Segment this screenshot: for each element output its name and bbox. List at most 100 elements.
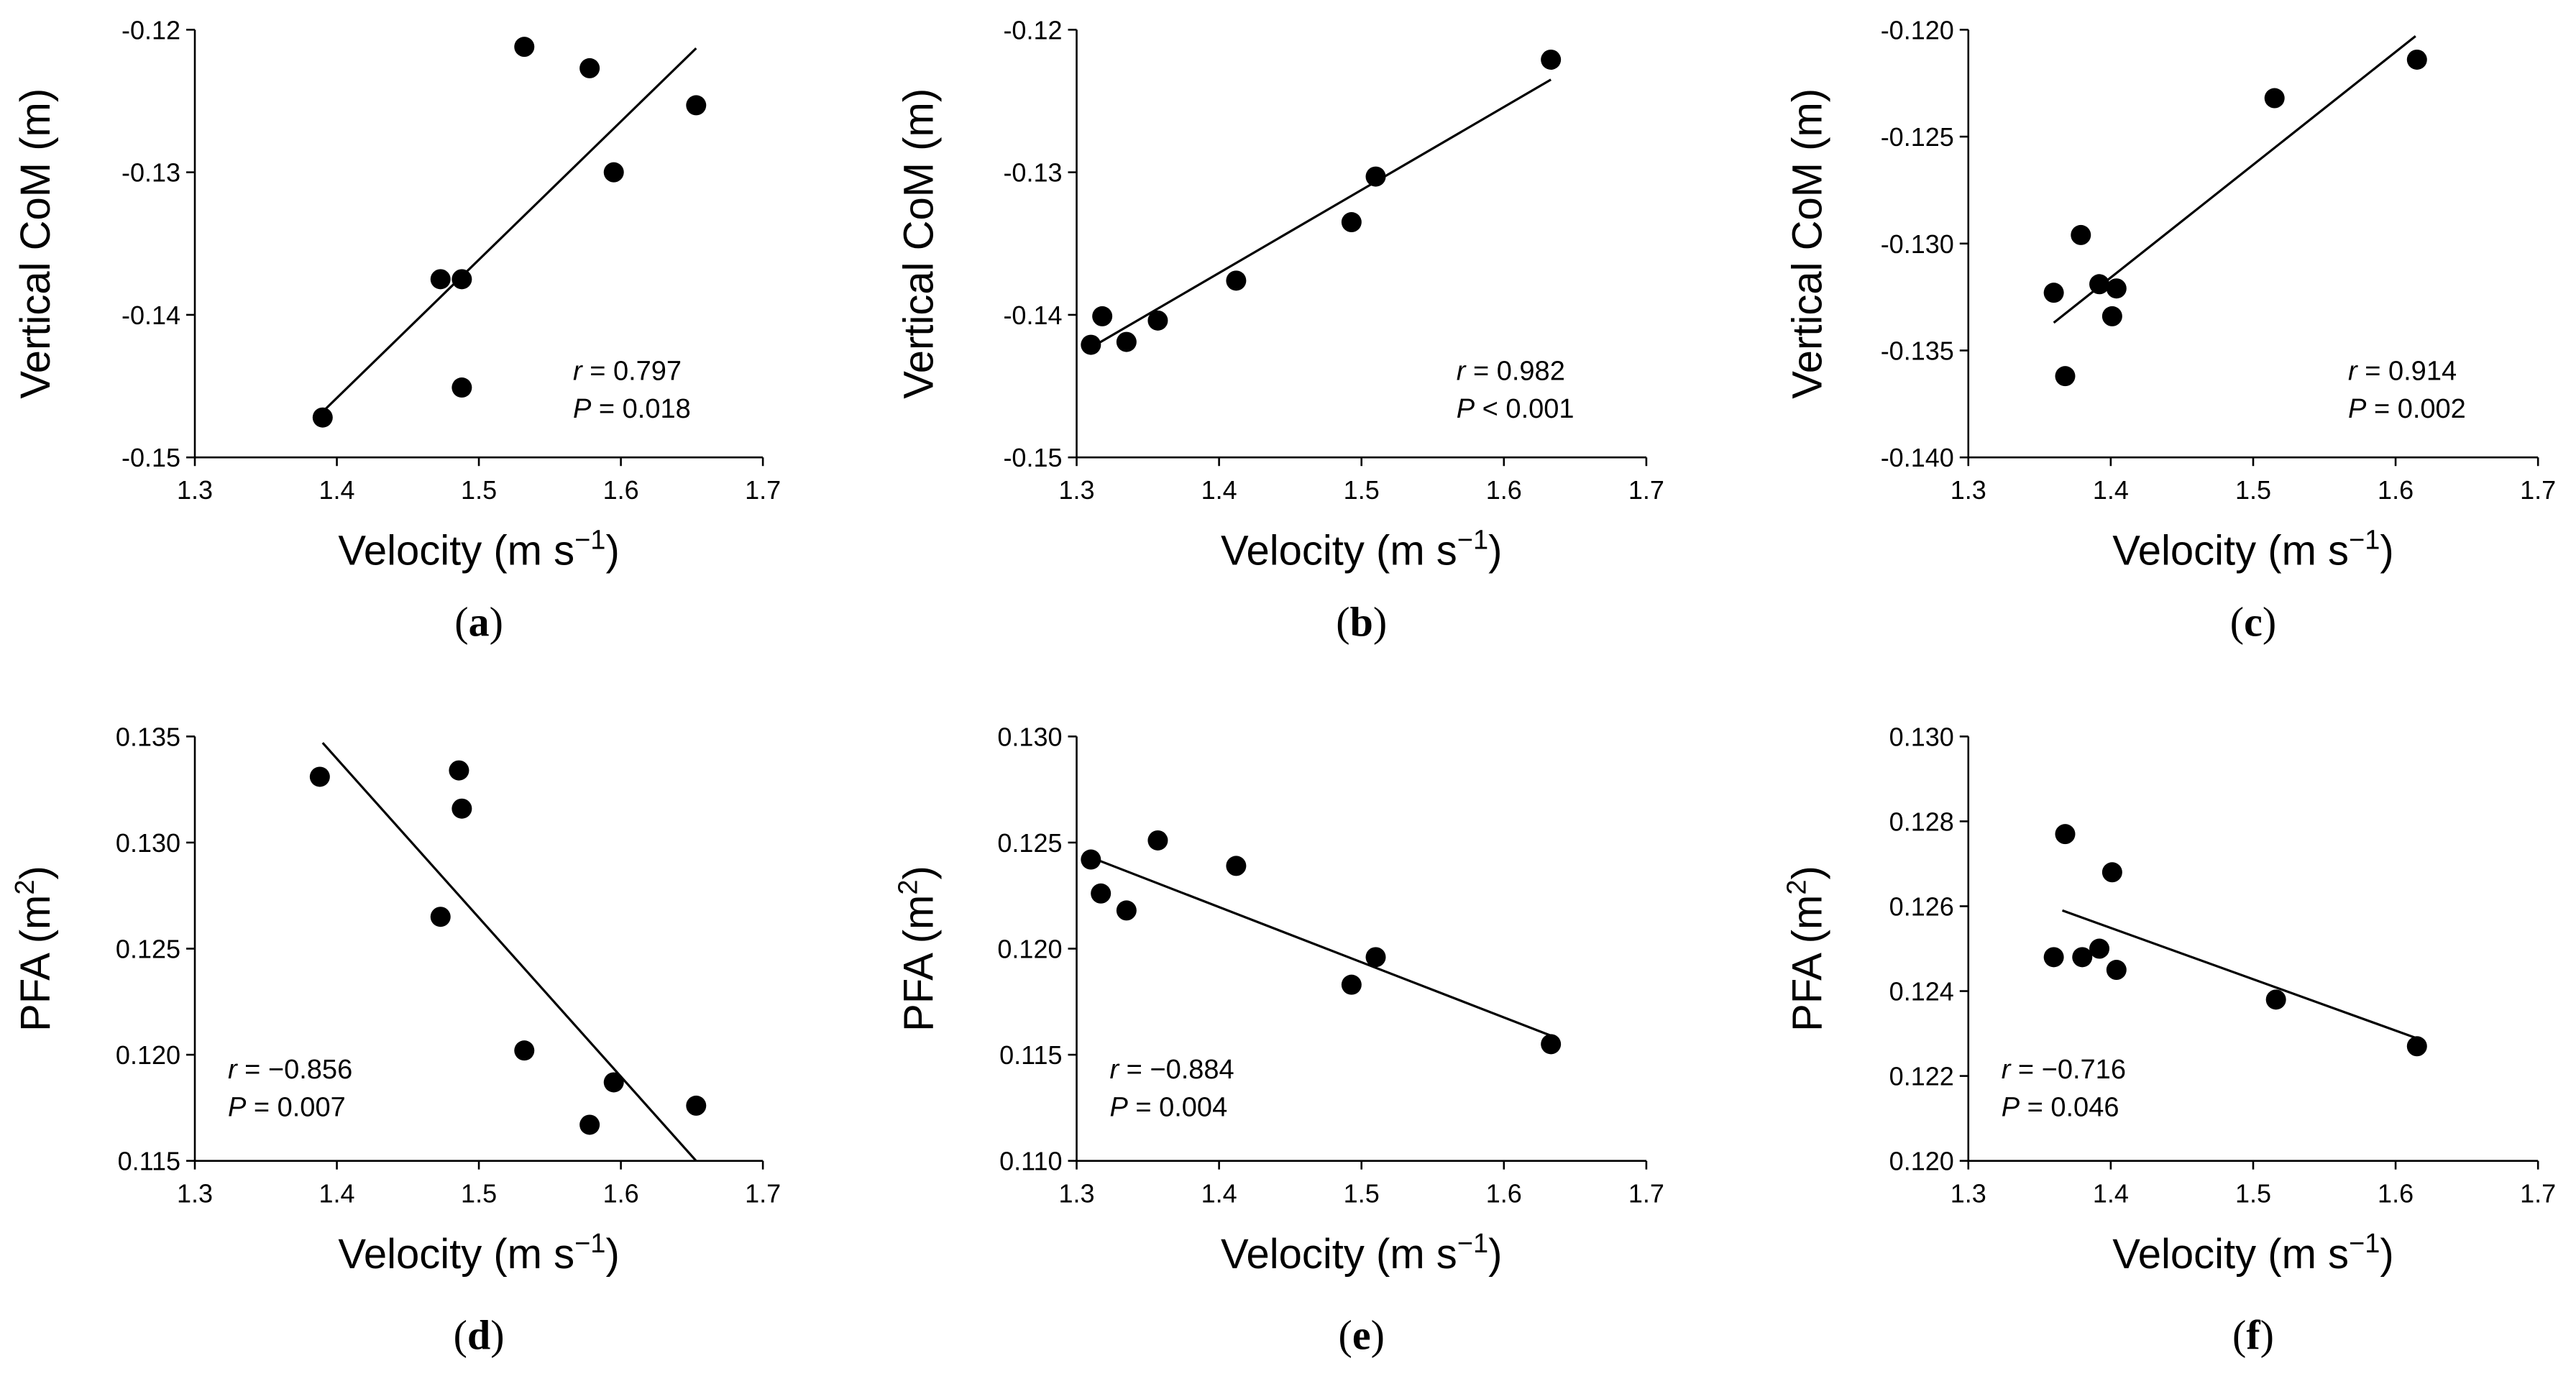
x-axis-label: Velocity (m s−1) <box>2112 526 2393 574</box>
stat-r: r = −0.884 <box>1109 1055 1234 1085</box>
regression-line <box>1090 78 1551 349</box>
x-tick-label: 1.7 <box>1628 1179 1664 1209</box>
data-point <box>2406 49 2427 70</box>
data-point <box>1365 166 1386 187</box>
data-point <box>452 798 472 819</box>
x-axis-label: Velocity (m s−1) <box>1221 1229 1502 1278</box>
x-tick-label: 1.7 <box>2520 475 2556 505</box>
y-tick-label: 0.125 <box>116 935 180 964</box>
data-point <box>1365 947 1386 968</box>
data-point <box>2043 283 2064 303</box>
data-point <box>579 1114 600 1135</box>
x-tick-label: 1.7 <box>745 1179 781 1209</box>
data-point <box>2072 947 2093 968</box>
data-point <box>1147 830 1168 851</box>
x-tick-label: 1.5 <box>2235 475 2271 505</box>
stat-p: P = 0.007 <box>228 1093 346 1123</box>
y-tick-label: -0.13 <box>122 158 180 188</box>
data-point <box>1541 1034 1562 1055</box>
x-tick-label: 1.4 <box>319 475 355 505</box>
x-tick-label: 1.4 <box>1201 475 1237 505</box>
data-point <box>2106 278 2127 299</box>
x-tick-label: 1.6 <box>603 1179 639 1209</box>
regression-line <box>2053 35 2416 324</box>
data-point <box>2264 88 2285 109</box>
y-tick-label: -0.12 <box>1003 15 1062 45</box>
y-tick-label: 0.130 <box>997 722 1062 751</box>
data-point <box>2089 274 2110 295</box>
data-point <box>1226 856 1247 876</box>
x-tick-label: 1.7 <box>745 475 781 505</box>
chart-panel-c: 1.3 1.4 1.5 1.6 1.7 -0.140 -0.135 -0.130 -0.125 -… <box>1784 15 2556 645</box>
data-point <box>1541 49 1562 70</box>
data-point <box>2101 306 2122 326</box>
data-point <box>1226 270 1247 291</box>
x-tick-label: 1.3 <box>1058 475 1094 505</box>
x-axis-label: Velocity (m s−1) <box>2112 1229 2393 1278</box>
chart-panel-a: 1.3 1.4 1.5 1.6 1.7 -0.15 -0.14 -0.13 -0.12 r = 0… <box>12 15 781 645</box>
data-point <box>2106 960 2127 981</box>
data-point <box>1081 849 1101 870</box>
x-tick-label: 1.4 <box>2093 1179 2129 1209</box>
regression-line <box>321 742 697 1162</box>
chart-panel-e: 1.3 1.4 1.5 1.6 1.7 0.110 0.115 0.120 0.125 0.130… <box>894 722 1664 1358</box>
data-point <box>2043 947 2064 968</box>
y-tick-label: 0.135 <box>116 722 180 751</box>
stat-p: P = 0.002 <box>2348 394 2466 424</box>
data-point <box>452 377 472 398</box>
x-axis-label: Velocity (m s−1) <box>338 1229 619 1278</box>
panel-label: (d) <box>454 1311 505 1358</box>
y-tick-label: 0.130 <box>1889 722 1954 751</box>
y-axis-label: PFA (m2) <box>1782 866 1830 1032</box>
x-tick-label: 1.4 <box>319 1179 355 1209</box>
x-axis-label: Velocity (m s−1) <box>338 526 619 574</box>
x-tick-label: 1.7 <box>2520 1179 2556 1209</box>
stat-p: P = 0.004 <box>1109 1093 1227 1123</box>
x-tick-label: 1.5 <box>461 1179 497 1209</box>
x-tick-label: 1.5 <box>1344 1179 1380 1209</box>
y-tick-label: -0.15 <box>1003 443 1062 472</box>
data-point <box>430 907 451 927</box>
x-tick-label: 1.4 <box>1201 1179 1237 1209</box>
x-axis-label: Velocity (m s−1) <box>1221 526 1502 574</box>
x-tick-label: 1.3 <box>1951 475 1986 505</box>
y-tick-label: 0.120 <box>997 935 1062 964</box>
x-tick-label: 1.6 <box>2378 1179 2414 1209</box>
panel-label: (f) <box>2232 1311 2274 1358</box>
panel-label: (c) <box>2230 598 2276 645</box>
data-point <box>309 766 330 787</box>
data-point <box>1147 310 1168 331</box>
y-tick-label: -0.140 <box>1881 443 1954 472</box>
y-axis-label: Vertical CoM (m) <box>12 88 59 399</box>
y-tick-label: 0.115 <box>118 1147 180 1176</box>
regression-line <box>1090 856 1551 1037</box>
x-tick-label: 1.6 <box>1486 1179 1522 1209</box>
chart-panel-f: 1.3 1.4 1.5 1.6 1.7 0.120 0.122 0.124 0.126 0.128… <box>1782 722 2556 1358</box>
y-tick-label: 0.125 <box>997 828 1062 858</box>
panel-label: (e) <box>1339 1311 1385 1358</box>
data-point <box>514 37 535 58</box>
chart-panel-b: 1.3 1.4 1.5 1.6 1.7 -0.15 -0.14 -0.13 -0.12 r = 0… <box>896 15 1664 645</box>
y-tick-label: -0.135 <box>1881 336 1954 365</box>
stat-r: r = −0.716 <box>2002 1055 2126 1085</box>
data-point <box>1116 331 1137 352</box>
stat-r: r = 0.982 <box>1457 356 1565 386</box>
y-tick-label: -0.120 <box>1881 15 1954 45</box>
data-point <box>1092 306 1113 326</box>
data-point <box>2055 366 2076 387</box>
data-point <box>1341 974 1362 995</box>
data-point <box>2265 989 2286 1010</box>
x-tick-label: 1.3 <box>177 475 213 505</box>
y-tick-label: 0.124 <box>1889 977 1954 1007</box>
y-tick-label: -0.14 <box>1003 301 1062 330</box>
y-tick-label: 0.120 <box>116 1040 180 1070</box>
y-tick-label: 0.115 <box>999 1040 1062 1070</box>
data-point <box>449 760 469 781</box>
y-tick-label: -0.15 <box>122 443 180 472</box>
panel-label: (b) <box>1336 598 1387 645</box>
x-tick-label: 1.6 <box>603 475 639 505</box>
data-point <box>2406 1036 2427 1057</box>
data-point <box>2101 862 2122 883</box>
data-point <box>312 407 333 428</box>
stat-p: P = 0.018 <box>573 394 691 424</box>
